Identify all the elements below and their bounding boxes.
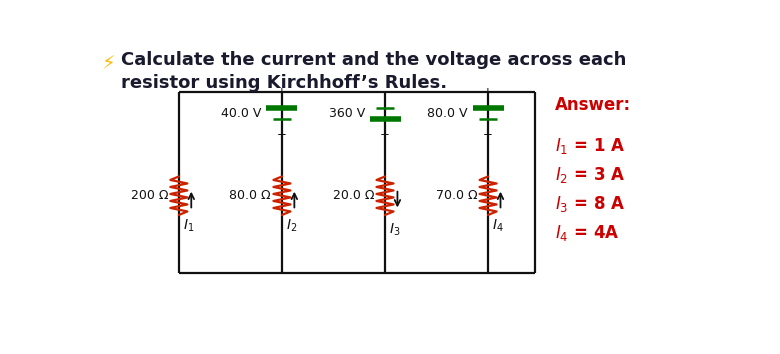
Text: $I_{3}$: $I_{3}$ (388, 221, 400, 238)
Text: 20.0 Ω: 20.0 Ω (333, 189, 374, 202)
Text: 80.0 Ω: 80.0 Ω (229, 189, 271, 202)
Text: −: − (277, 127, 287, 141)
Text: $I_{3}$ = 8 A: $I_{3}$ = 8 A (555, 194, 626, 214)
Text: 40.0 V: 40.0 V (222, 107, 262, 120)
Text: 70.0 Ω: 70.0 Ω (435, 189, 477, 202)
Text: $I_{1}$ = 1 A: $I_{1}$ = 1 A (555, 136, 626, 156)
Text: $I_{4}$ = 4A: $I_{4}$ = 4A (555, 223, 619, 244)
Text: $I_{2}$ = 3 A: $I_{2}$ = 3 A (555, 165, 626, 185)
Text: −: − (483, 127, 493, 141)
Text: +: + (483, 86, 493, 99)
Text: 360 V: 360 V (328, 107, 365, 120)
Text: 200 Ω: 200 Ω (130, 189, 168, 202)
Text: Calculate the current and the voltage across each: Calculate the current and the voltage ac… (121, 51, 626, 69)
Text: +: + (277, 86, 287, 99)
Text: $I_{4}$: $I_{4}$ (491, 218, 503, 234)
Text: $I_{2}$: $I_{2}$ (285, 218, 297, 234)
Text: −: − (380, 86, 390, 99)
Text: +: + (380, 127, 390, 141)
Text: $I_{1}$: $I_{1}$ (183, 218, 194, 234)
Text: ⚡: ⚡ (101, 54, 115, 73)
Text: resistor using Kirchhoff’s Rules.: resistor using Kirchhoff’s Rules. (121, 74, 447, 92)
Text: Answer:: Answer: (555, 96, 631, 114)
Text: 80.0 V: 80.0 V (427, 107, 468, 120)
